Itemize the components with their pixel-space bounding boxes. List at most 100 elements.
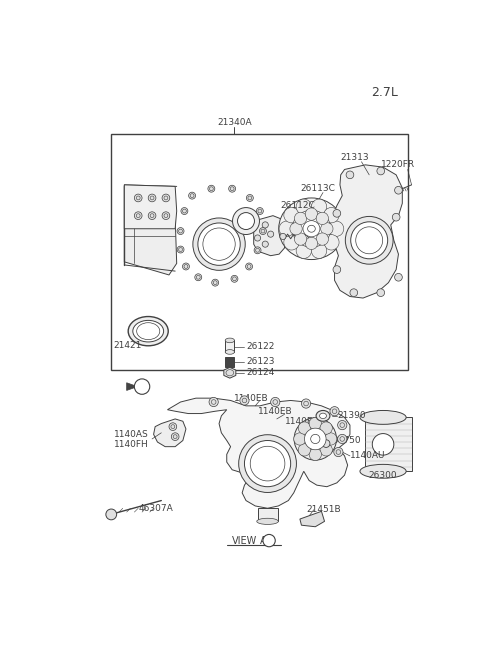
- Ellipse shape: [304, 428, 326, 450]
- Circle shape: [134, 379, 150, 394]
- Circle shape: [395, 187, 402, 194]
- Ellipse shape: [303, 221, 320, 237]
- Text: 21313: 21313: [340, 153, 369, 162]
- Circle shape: [337, 434, 347, 443]
- Circle shape: [309, 417, 322, 430]
- Circle shape: [284, 208, 299, 223]
- Circle shape: [320, 443, 332, 456]
- Circle shape: [294, 233, 307, 245]
- Circle shape: [177, 246, 184, 253]
- Circle shape: [262, 241, 268, 247]
- Circle shape: [254, 247, 261, 253]
- Circle shape: [290, 223, 302, 235]
- Circle shape: [246, 263, 252, 270]
- Circle shape: [267, 231, 274, 237]
- Text: 1140EB: 1140EB: [285, 417, 319, 426]
- Circle shape: [162, 212, 170, 219]
- Circle shape: [177, 227, 184, 234]
- Circle shape: [228, 185, 236, 192]
- Circle shape: [333, 210, 341, 217]
- Text: VIEW: VIEW: [232, 536, 257, 546]
- Bar: [225, 341, 234, 352]
- Text: 94750: 94750: [332, 436, 361, 445]
- Circle shape: [280, 233, 286, 240]
- Circle shape: [377, 167, 384, 175]
- Circle shape: [395, 273, 402, 281]
- Ellipse shape: [225, 350, 234, 354]
- Text: 26124: 26124: [246, 368, 275, 377]
- Circle shape: [260, 227, 266, 234]
- Polygon shape: [300, 512, 324, 527]
- Circle shape: [312, 243, 327, 259]
- Polygon shape: [127, 383, 137, 390]
- Circle shape: [106, 509, 117, 520]
- Ellipse shape: [316, 411, 330, 421]
- Bar: [225, 358, 234, 367]
- Circle shape: [337, 421, 347, 430]
- Circle shape: [296, 243, 312, 259]
- Circle shape: [298, 443, 311, 456]
- Circle shape: [316, 212, 328, 225]
- Ellipse shape: [239, 435, 297, 493]
- Bar: [111, 134, 408, 369]
- Ellipse shape: [133, 320, 164, 342]
- Circle shape: [377, 289, 384, 297]
- Text: 26122: 26122: [246, 342, 275, 351]
- Text: 26123: 26123: [246, 358, 275, 366]
- Circle shape: [181, 208, 188, 214]
- Polygon shape: [224, 367, 236, 378]
- Polygon shape: [168, 398, 350, 508]
- Circle shape: [392, 214, 400, 221]
- Text: 1140EB: 1140EB: [234, 394, 269, 403]
- Circle shape: [301, 399, 311, 408]
- Circle shape: [148, 194, 156, 202]
- Text: 1140AU: 1140AU: [350, 451, 385, 460]
- Text: 2.7L: 2.7L: [371, 86, 398, 99]
- Circle shape: [262, 222, 268, 228]
- Circle shape: [169, 422, 177, 430]
- Ellipse shape: [320, 413, 326, 419]
- Ellipse shape: [232, 208, 260, 234]
- Circle shape: [320, 422, 332, 434]
- Text: 46307A: 46307A: [138, 504, 173, 513]
- Text: 1140AS: 1140AS: [114, 430, 148, 439]
- Circle shape: [171, 433, 179, 441]
- Ellipse shape: [351, 222, 388, 259]
- Polygon shape: [124, 168, 275, 302]
- Circle shape: [333, 266, 341, 273]
- Circle shape: [305, 237, 318, 250]
- Ellipse shape: [360, 411, 406, 424]
- Circle shape: [316, 233, 328, 245]
- Circle shape: [148, 212, 156, 219]
- Circle shape: [134, 212, 142, 219]
- Ellipse shape: [193, 218, 245, 271]
- Circle shape: [162, 194, 170, 202]
- Circle shape: [334, 447, 343, 457]
- Circle shape: [294, 212, 307, 225]
- Circle shape: [209, 398, 218, 407]
- Text: 26112C: 26112C: [281, 201, 315, 210]
- Circle shape: [296, 199, 312, 214]
- Text: 26300: 26300: [369, 471, 397, 479]
- Bar: [365, 417, 411, 472]
- Ellipse shape: [225, 338, 234, 343]
- Ellipse shape: [238, 213, 254, 229]
- Circle shape: [134, 194, 142, 202]
- Ellipse shape: [257, 518, 278, 525]
- Circle shape: [279, 221, 295, 236]
- Ellipse shape: [372, 434, 394, 455]
- Circle shape: [263, 534, 275, 547]
- Circle shape: [330, 407, 339, 416]
- Text: 1140FH: 1140FH: [114, 440, 148, 449]
- Circle shape: [284, 234, 299, 250]
- Text: 1220FR: 1220FR: [381, 160, 415, 170]
- Circle shape: [256, 208, 264, 214]
- Circle shape: [195, 274, 202, 281]
- Circle shape: [231, 275, 238, 282]
- Circle shape: [294, 433, 306, 445]
- Circle shape: [189, 192, 195, 199]
- Polygon shape: [154, 419, 186, 447]
- Polygon shape: [124, 185, 177, 229]
- Text: 26113C: 26113C: [300, 184, 335, 193]
- Circle shape: [321, 223, 333, 235]
